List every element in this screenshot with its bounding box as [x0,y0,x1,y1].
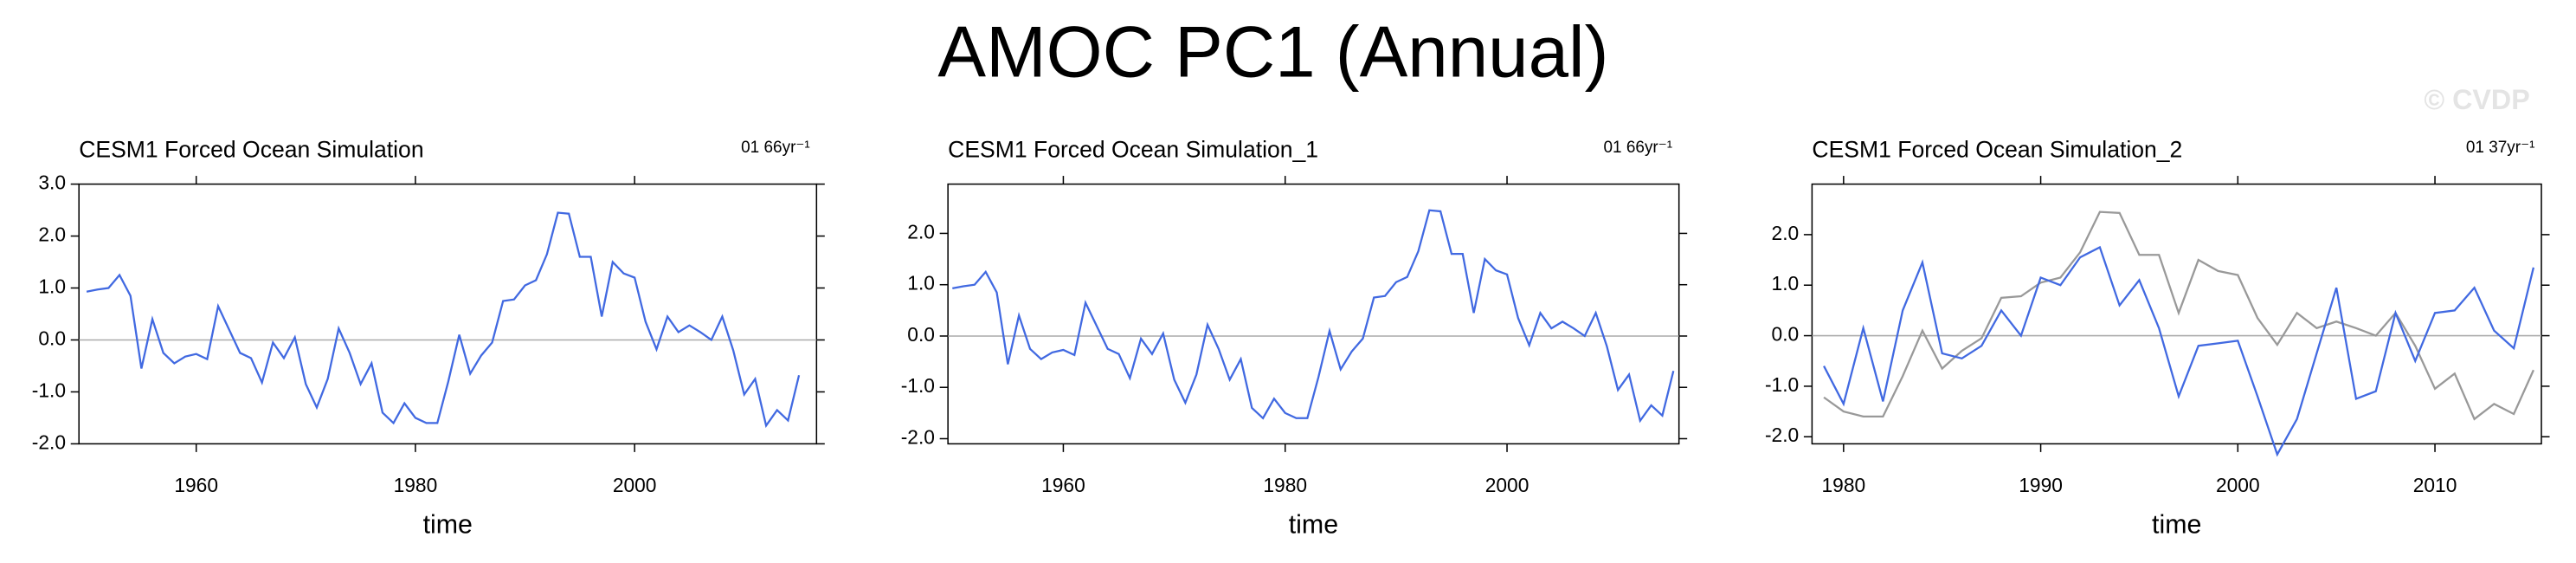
plot-frame [947,183,1680,445]
y-tick-label: 3.0 [38,171,66,194]
x-tick-label: 1980 [1263,474,1307,496]
y-tick-label: 2.0 [907,220,935,243]
x-tick-label: 1980 [394,474,438,496]
panel-title: CESM1 Forced Ocean Simulation_2 [1812,137,2182,163]
page-title: AMOC PC1 (Annual) [937,10,1608,92]
x-axis-label: time [1289,510,1338,539]
trend-label: 01 37yr⁻¹ [2466,139,2535,157]
y-tick-label: 2.0 [1772,222,1800,244]
y-tick-label: -2.0 [32,430,66,453]
x-tick-label: 1980 [1822,474,1866,496]
data-line [1823,245,2535,457]
y-tick-label: 1.0 [38,275,66,298]
x-axis-label: time [423,510,473,539]
watermark: © CVDP [2424,84,2529,115]
x-tick-label: 2010 [2413,474,2457,496]
x-tick-label: 2000 [1485,474,1530,496]
panel-title: CESM1 Forced Ocean Simulation [79,137,423,163]
y-tick-label: 2.0 [38,223,66,246]
y-tick-label: 0.0 [38,327,66,349]
x-tick-label: 1960 [174,474,218,496]
x-tick-label: 2000 [2216,474,2260,496]
y-tick-label: -2.0 [901,425,935,448]
y-tick-label: 0.0 [907,323,935,346]
x-axis-label: time [2152,510,2201,539]
panel-title: CESM1 Forced Ocean Simulation_1 [948,137,1318,163]
y-tick-label: -1.0 [901,374,935,397]
trend-label: 01 66yr⁻¹ [741,139,810,157]
x-tick-label: 1990 [2019,474,2063,496]
y-tick-label: 1.0 [1772,272,1800,294]
y-tick-label: -1.0 [1765,373,1799,396]
data-line [86,211,801,429]
plot-frame [1811,183,2542,445]
y-tick-label: -1.0 [32,379,66,401]
x-tick-label: 2000 [613,474,657,496]
data-line [1823,210,2534,421]
plot-frame [78,183,818,445]
data-line [952,209,1675,424]
y-tick-label: 0.0 [1772,323,1800,346]
trend-label: 01 66yr⁻¹ [1603,139,1672,157]
y-tick-label: -2.0 [1765,424,1799,446]
x-tick-label: 1960 [1041,474,1085,496]
y-tick-label: 1.0 [907,272,935,294]
